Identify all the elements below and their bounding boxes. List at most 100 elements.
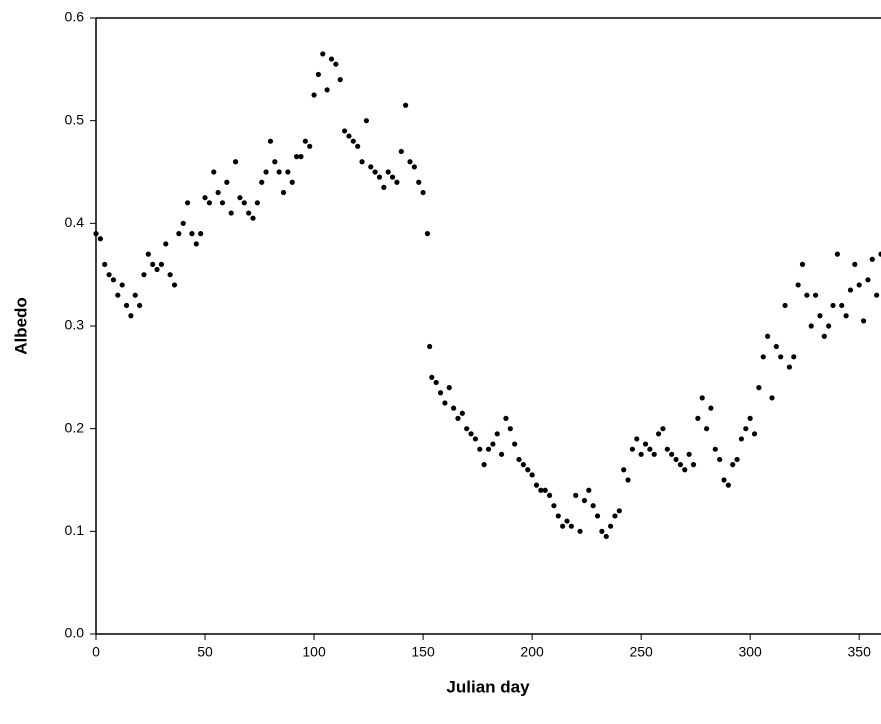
data-point [259,179,265,185]
data-point [180,220,186,226]
data-point [145,251,151,257]
data-point [298,154,304,160]
data-point [782,302,788,309]
data-point [699,395,705,401]
y-tick-label: 0.6 [65,9,85,25]
data-point [747,415,753,421]
x-tick-label: 200 [520,644,544,660]
data-point [821,333,827,339]
y-axis-title: Albedo [11,297,30,355]
data-point [507,426,513,432]
data-point [398,148,404,155]
data-point [123,302,130,309]
data-point [442,400,448,406]
data-point [616,508,622,514]
data-point [407,159,413,165]
data-point [254,200,260,206]
x-tick-label: 150 [411,644,435,660]
y-tick-label: 0.5 [65,111,85,127]
data-point [154,266,160,273]
data-point [581,497,588,504]
data-point [730,462,736,468]
data-point [590,503,596,509]
data-point [376,174,383,180]
data-point [677,462,683,468]
data-point [481,462,487,468]
data-point [93,231,99,237]
data-point [237,195,243,201]
data-point [324,87,330,93]
data-point [629,446,636,452]
x-tick-label: 250 [629,644,653,660]
data-point [328,56,335,62]
x-tick-label: 300 [738,644,762,660]
y-tick-label: 0.1 [65,522,85,538]
data-point [320,51,326,57]
data-point [459,410,465,416]
x-tick-label: 0 [92,644,100,660]
data-point [869,256,875,262]
data-point [586,487,592,493]
data-point [878,251,881,257]
data-point [847,287,854,293]
data-point [625,477,631,483]
y-tick-label: 0.0 [65,625,85,641]
data-point [389,174,396,180]
data-point [826,323,832,329]
data-point [363,118,369,124]
data-point [294,154,300,160]
data-point [529,472,535,478]
data-point [512,441,518,447]
data-point [786,364,793,370]
data-point [830,302,836,309]
data-point [420,189,426,196]
data-point [302,138,308,144]
data-point [280,189,287,196]
data-point [158,261,165,267]
data-point [773,343,779,350]
data-point [791,354,797,360]
data-point [333,61,339,67]
data-point [355,143,361,149]
data-point [455,415,461,421]
data-point [184,200,191,206]
data-point [206,200,212,206]
data-point [804,292,810,298]
data-point [350,138,356,144]
data-point [110,277,117,283]
data-point [446,385,452,391]
data-point [246,210,252,216]
data-point [516,456,522,463]
data-point [337,77,343,83]
data-point [874,292,880,298]
data-point [686,451,692,457]
data-point [211,169,217,175]
data-point [232,159,239,165]
data-point [721,477,727,483]
x-tick-label: 350 [848,644,872,660]
data-point [865,277,871,283]
data-point [538,487,544,493]
data-point [533,482,540,488]
data-point [416,179,422,185]
data-point [743,426,749,432]
data-point [573,492,579,498]
data-point [385,169,391,175]
data-point [655,431,662,437]
data-point [198,231,204,237]
data-point [642,441,649,447]
data-point [464,426,470,432]
data-point [612,513,618,519]
data-point [734,456,740,463]
data-point [289,179,295,185]
data-point [564,518,570,524]
data-point [673,456,679,463]
data-point [542,487,548,493]
data-point [202,195,208,201]
data-point [176,231,182,237]
data-point [372,169,378,175]
data-point [651,451,657,457]
data-point [307,143,313,149]
data-point [359,159,365,165]
